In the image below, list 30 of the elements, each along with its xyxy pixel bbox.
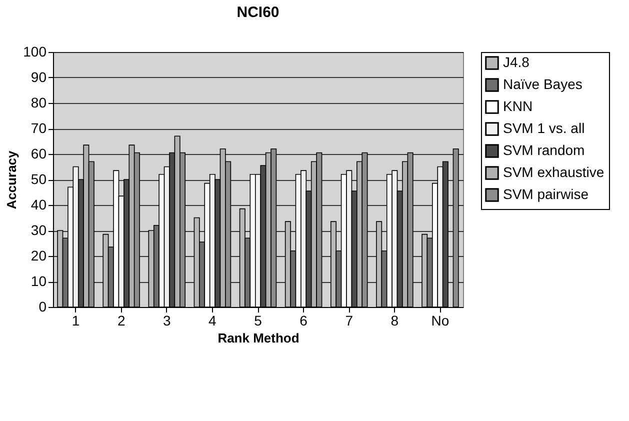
y-tick-label: 0 — [38, 298, 47, 314]
legend-label: KNN — [503, 98, 533, 114]
y-tick-label: 100 — [23, 44, 47, 60]
y-tick-label: 30 — [30, 222, 47, 238]
legend-label: SVM exhaustive — [503, 164, 604, 180]
y-tick-label: 70 — [30, 120, 47, 136]
x-axis-title: Rank Method — [218, 330, 300, 346]
y-tick-label: 20 — [30, 248, 47, 264]
y-axis-title: Accuracy — [4, 150, 20, 210]
chart-title: NCI60 — [236, 4, 280, 21]
y-tick-label: 90 — [30, 69, 47, 85]
legend-label: J4.8 — [503, 54, 530, 70]
y-tick-label: 10 — [30, 273, 47, 289]
y-tick-label: 60 — [30, 146, 47, 162]
legend-label: SVM pairwise — [503, 186, 589, 202]
x-tick-label: 6 — [300, 312, 308, 328]
x-tick-label: 3 — [162, 312, 171, 328]
y-tick-label: 50 — [30, 171, 47, 187]
x-tick-label: 7 — [345, 312, 354, 328]
legend-label: SVM random — [503, 142, 585, 158]
x-tick-label: No — [431, 312, 450, 328]
y-tick-label: 40 — [30, 196, 47, 212]
x-tick-label: 5 — [254, 312, 262, 328]
x-tick-label: 1 — [72, 312, 80, 328]
legend-label: SVM 1 vs. all — [503, 120, 585, 136]
legend-label: Naïve Bayes — [503, 76, 582, 92]
x-tick-label: 8 — [390, 312, 399, 328]
x-tick-label: 2 — [117, 312, 126, 328]
x-tick-label: 4 — [208, 312, 217, 328]
y-tick-label: 80 — [30, 94, 47, 110]
